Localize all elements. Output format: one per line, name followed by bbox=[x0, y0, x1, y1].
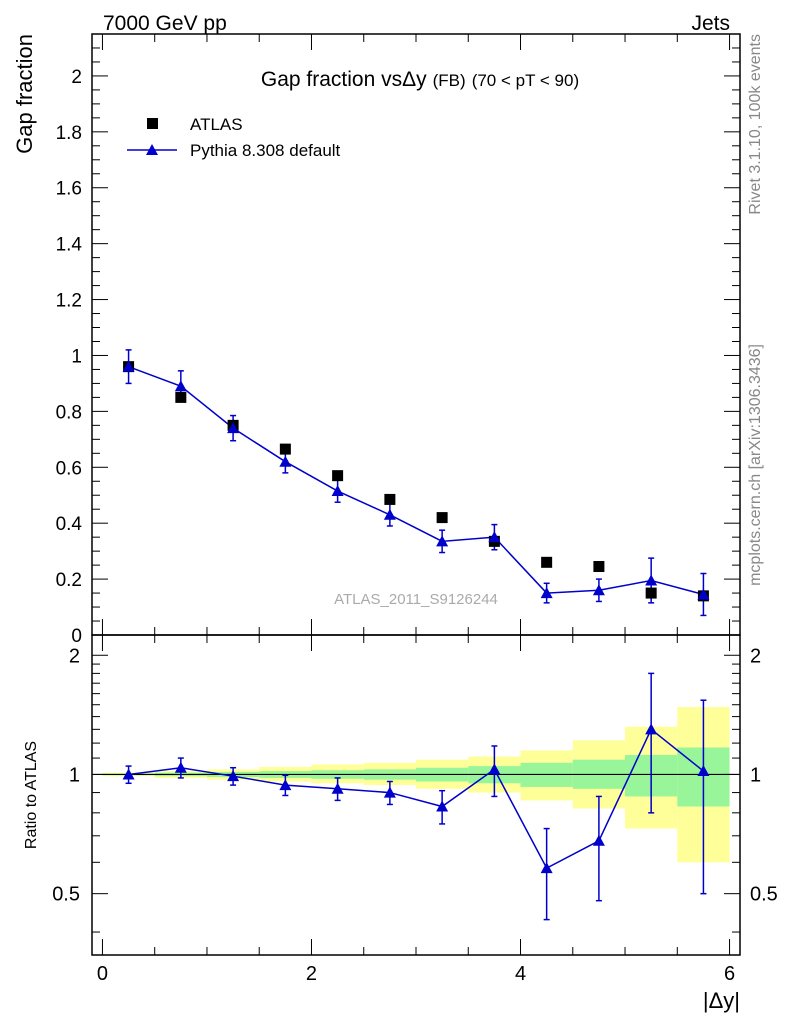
title-selection: (FB) bbox=[433, 71, 466, 90]
legend-atlas-marker bbox=[147, 118, 158, 129]
main-y-tick-labels: 0 0.2 0.4 0.6 0.8 1 1.2 1.4 1.6 1.8 2 bbox=[56, 67, 83, 647]
ratio-y-tick-labels: 0.5 0.5 1 1 2 2 bbox=[52, 645, 778, 905]
ratio-data-point bbox=[436, 800, 449, 812]
ratio-y-tick-label-right: 0.5 bbox=[750, 884, 778, 906]
ratio-panel: 0.5 0.5 1 1 2 2 0 2 4 6 Ratio to ATLAS |Δy| bbox=[23, 634, 778, 1013]
ratio-data-marks bbox=[122, 672, 710, 921]
main-axis-ticks bbox=[92, 34, 740, 636]
pythia-data-point bbox=[697, 588, 710, 600]
pythia-data-point bbox=[174, 380, 187, 392]
title-pt-range: (70 < pT < 90) bbox=[472, 71, 579, 90]
x-tick-label: 2 bbox=[306, 963, 317, 985]
atlas-data-point bbox=[279, 443, 291, 455]
pythia-data-point bbox=[592, 584, 605, 596]
analysis-watermark: ATLAS_2011_S9126244 bbox=[334, 591, 498, 608]
ratio-data-point bbox=[383, 786, 396, 798]
ratio-data-point bbox=[592, 834, 605, 846]
pythia-data-point bbox=[645, 574, 658, 586]
x-tick-label: 4 bbox=[515, 963, 526, 985]
legend-pythia-marker bbox=[146, 144, 158, 155]
ratio-frame bbox=[91, 634, 741, 956]
main-y-axis-label: Gap fraction bbox=[12, 34, 37, 154]
ratio-y-axis-label: Ratio to ATLAS bbox=[23, 741, 40, 849]
ratio-series-line bbox=[128, 728, 704, 870]
pythia-data-point bbox=[122, 360, 135, 372]
pythia-data-point bbox=[436, 535, 449, 547]
atlas-data-point bbox=[332, 470, 344, 482]
atlas-data-point bbox=[645, 587, 657, 599]
ratio-data-point bbox=[227, 770, 240, 782]
pythia-data-point bbox=[279, 455, 292, 467]
main-y-tick-label: 0.2 bbox=[56, 570, 82, 591]
main-data-marks bbox=[122, 349, 710, 617]
title-main: Gap fraction vs bbox=[261, 68, 402, 91]
atlas-data-point bbox=[384, 493, 396, 505]
main-chart-title: Gap fraction vsΔy (FB) (70 < pT < 90) bbox=[261, 68, 579, 91]
x-tick-label: 6 bbox=[724, 963, 735, 985]
atlas-data-point bbox=[541, 556, 553, 568]
collision-energy-label: 7000 GeV pp bbox=[103, 12, 227, 35]
main-y-tick-label: 2 bbox=[71, 67, 82, 88]
ratio-y-tick-label-left: 2 bbox=[69, 645, 80, 667]
ratio-data-point bbox=[540, 862, 553, 874]
atlas-data-point bbox=[436, 512, 448, 524]
main-y-tick-label: 1.6 bbox=[56, 179, 82, 200]
main-y-tick-label: 1.4 bbox=[56, 235, 83, 256]
rivet-version-label: Rivet 3.1.10, 100k events bbox=[747, 34, 764, 215]
ratio-y-tick-label-left: 0.5 bbox=[52, 884, 80, 906]
title-symbol: Δy bbox=[402, 68, 427, 91]
ratio-y-tick-label-right: 2 bbox=[750, 645, 761, 667]
atlas-data-point bbox=[593, 561, 605, 573]
legend-pythia-label: Pythia 8.308 default bbox=[190, 141, 341, 160]
ratio-axis-ticks bbox=[92, 635, 740, 955]
pythia-data-point bbox=[488, 531, 501, 543]
pythia-data-point bbox=[227, 422, 240, 434]
pythia-data-point bbox=[331, 485, 344, 497]
ratio-y-tick-label-right: 1 bbox=[750, 764, 761, 786]
legend-atlas-label: ATLAS bbox=[190, 115, 243, 134]
main-y-tick-label: 0.6 bbox=[56, 458, 82, 479]
ratio-data-point bbox=[488, 763, 501, 775]
x-tick-labels: 0 2 4 6 bbox=[97, 963, 735, 985]
ratio-data-point bbox=[697, 765, 710, 777]
ratio-data-point bbox=[331, 782, 344, 794]
ratio-data-point bbox=[279, 779, 292, 791]
process-label: Jets bbox=[691, 12, 730, 35]
atlas-data-point bbox=[175, 391, 187, 403]
main-y-tick-label: 1 bbox=[71, 346, 82, 367]
ratio-data-point bbox=[122, 768, 135, 780]
ratio-uncertainty-bands bbox=[102, 707, 730, 863]
ratio-y-tick-label-left: 1 bbox=[69, 764, 80, 786]
pythia-data-point bbox=[540, 587, 553, 599]
pythia-data-point bbox=[383, 508, 396, 520]
x-tick-label: 0 bbox=[97, 963, 108, 985]
x-axis-label: |Δy| bbox=[703, 988, 740, 1013]
main-y-tick-label: 1.2 bbox=[56, 291, 82, 312]
main-y-tick-label: 0.4 bbox=[56, 514, 83, 535]
main-y-tick-label: 0.8 bbox=[56, 402, 82, 423]
main-y-tick-label: 1.8 bbox=[56, 123, 82, 144]
main-y-tick-label: 0 bbox=[71, 626, 82, 647]
legend: ATLAS Pythia 8.308 default bbox=[127, 115, 341, 160]
ratio-data-point bbox=[174, 761, 187, 773]
main-panel: 0 0.2 0.4 0.6 0.8 1 1.2 1.4 1.6 1.8 2 Gap fraction… bbox=[12, 33, 741, 647]
pythia-series-line bbox=[128, 365, 704, 596]
mcplots-reference-label: mcplots.cern.ch [arXiv:1306.3436] bbox=[747, 344, 764, 586]
ratio-data-point bbox=[645, 723, 658, 735]
